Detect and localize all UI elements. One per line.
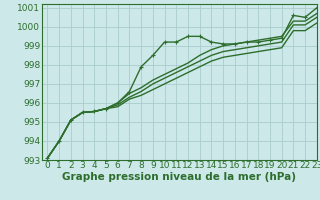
X-axis label: Graphe pression niveau de la mer (hPa): Graphe pression niveau de la mer (hPa)	[62, 172, 296, 182]
